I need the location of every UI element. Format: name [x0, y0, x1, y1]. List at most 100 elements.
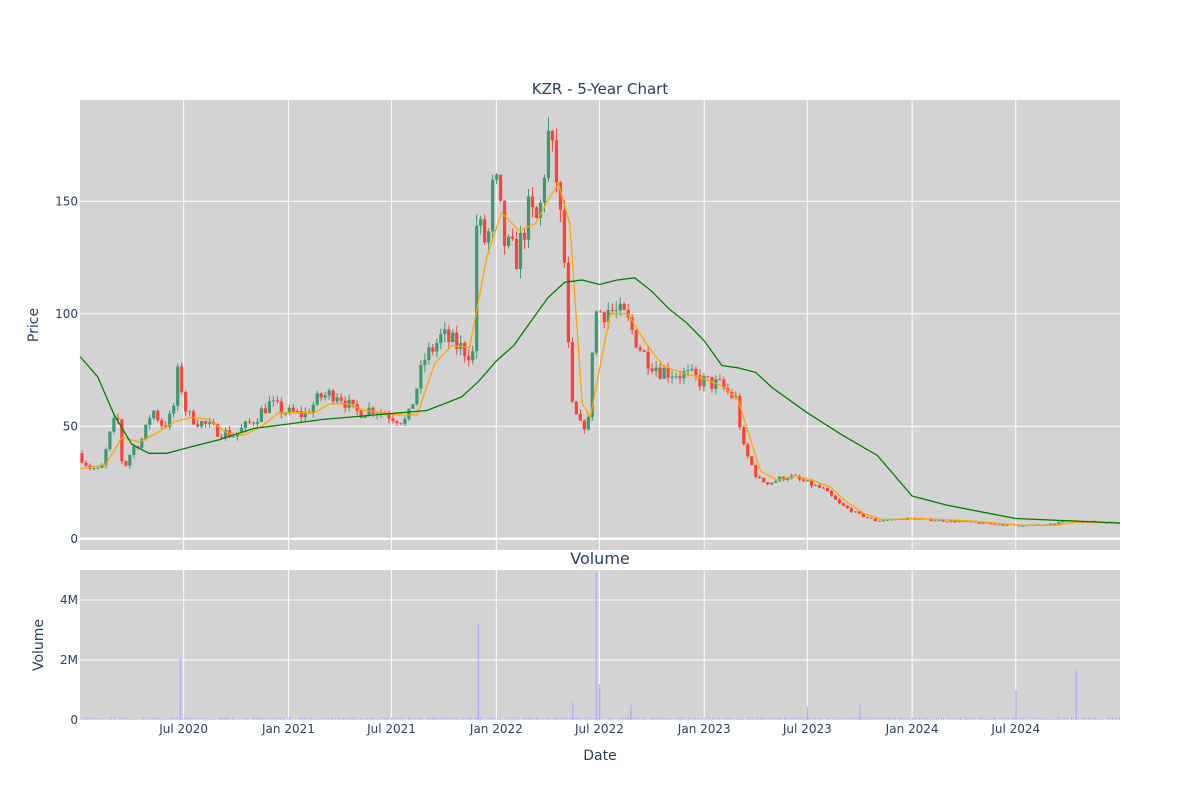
- x-tick-label: Jan 2021: [261, 722, 315, 736]
- volume-bar: [602, 719, 604, 720]
- candle-body: [937, 519, 941, 521]
- volume-bar: [966, 717, 968, 720]
- volume-bar: [1069, 719, 1071, 720]
- volume-bar: [722, 719, 724, 720]
- volume-bar: [138, 719, 140, 720]
- volume-bar: [678, 718, 680, 720]
- volume-bar: [989, 718, 991, 720]
- volume-bar: [693, 718, 695, 720]
- volume-bar: [158, 717, 160, 720]
- volume-bar: [915, 717, 917, 720]
- volume-bar: [741, 718, 743, 720]
- volume-bar: [1016, 719, 1018, 720]
- volume-bar: [616, 718, 618, 720]
- price-y-axis: 0 50 100 150: [55, 194, 78, 546]
- volume-bar: [1108, 717, 1110, 720]
- volume-bar: [770, 718, 772, 720]
- volume-bar: [377, 718, 379, 720]
- volume-bar: [244, 717, 246, 720]
- volume-bar: [560, 717, 562, 720]
- volume-bar: [645, 718, 647, 720]
- volume-bar: [953, 718, 955, 720]
- candle-body: [690, 368, 694, 370]
- volume-bar: [428, 716, 430, 720]
- volume-bar: [266, 719, 268, 720]
- volume-bar: [242, 719, 244, 720]
- volume-bar: [496, 718, 498, 720]
- volume-bar: [356, 719, 358, 720]
- volume-bar: [232, 716, 234, 720]
- volume-bar: [650, 718, 652, 720]
- candle-body: [479, 219, 483, 226]
- volume-bar: [712, 716, 714, 720]
- volume-bar: [857, 716, 859, 720]
- candle-body: [558, 182, 563, 210]
- volume-bar: [1002, 718, 1004, 720]
- volume-bar: [151, 716, 153, 720]
- volume-bar: [826, 717, 828, 720]
- volume-bar: [527, 716, 529, 720]
- candle-body: [666, 367, 670, 378]
- volume-bar: [1060, 719, 1062, 720]
- volume-bar: [278, 718, 280, 720]
- candle-body: [331, 390, 335, 402]
- moving-average-short-line: [79, 181, 1121, 526]
- volume-bar: [317, 717, 319, 720]
- volume-bar: [397, 718, 399, 720]
- volume-bar: [544, 718, 546, 720]
- candle-body: [514, 238, 519, 270]
- volume-bar: [679, 717, 681, 720]
- volume-bar: [838, 717, 840, 720]
- volume-bar: [201, 719, 203, 720]
- volume-bar: [570, 716, 572, 720]
- volume-bar: [310, 717, 312, 720]
- volume-bar: [654, 717, 656, 720]
- volume-bar: [814, 717, 816, 720]
- candle-body: [467, 356, 471, 361]
- volume-bar: [249, 719, 251, 720]
- volume-bar: [929, 718, 931, 720]
- volume-bar: [486, 718, 488, 720]
- candle-body: [1021, 526, 1025, 527]
- candle-body: [247, 421, 252, 423]
- volume-bar: [905, 718, 907, 720]
- volume-bar: [384, 717, 386, 720]
- candle-body: [706, 376, 710, 377]
- volume-spike-bar: [179, 658, 182, 720]
- volume-bar: [1024, 719, 1026, 720]
- volume-bar: [420, 717, 422, 720]
- volume-bar: [331, 716, 333, 720]
- price-plot-area[interactable]: [80, 100, 1120, 550]
- candle-body: [933, 520, 937, 522]
- candle-body: [634, 329, 638, 348]
- volume-bar: [529, 717, 531, 720]
- volume-bar: [481, 718, 483, 720]
- volume-bar: [519, 718, 521, 720]
- volume-bar: [566, 718, 568, 720]
- volume-bar: [901, 717, 903, 720]
- volume-bar: [910, 718, 912, 720]
- candle-body: [802, 479, 806, 482]
- candle-body: [1057, 522, 1061, 525]
- volume-bar: [884, 716, 886, 720]
- volume-bar: [399, 717, 401, 720]
- candle-body: [742, 427, 746, 445]
- volume-bar: [1035, 719, 1037, 720]
- volume-bar: [503, 718, 505, 720]
- candle-body: [231, 436, 236, 438]
- volume-bar: [124, 717, 126, 720]
- volume-bar: [1110, 717, 1112, 720]
- volume-bar: [495, 719, 497, 720]
- volume-bar: [597, 717, 599, 720]
- candle-body: [180, 366, 184, 393]
- candle-body: [754, 465, 758, 477]
- volume-bar: [556, 717, 558, 720]
- volume-bar: [148, 717, 150, 720]
- volume-y-axis: 0 2M 4M: [60, 593, 78, 727]
- x-tick-label: Jul 2023: [782, 722, 832, 736]
- candle-body: [188, 411, 192, 413]
- volume-bar: [513, 717, 515, 720]
- candle-body: [96, 467, 100, 469]
- volume-bar: [876, 718, 878, 720]
- volume-bar: [144, 718, 146, 720]
